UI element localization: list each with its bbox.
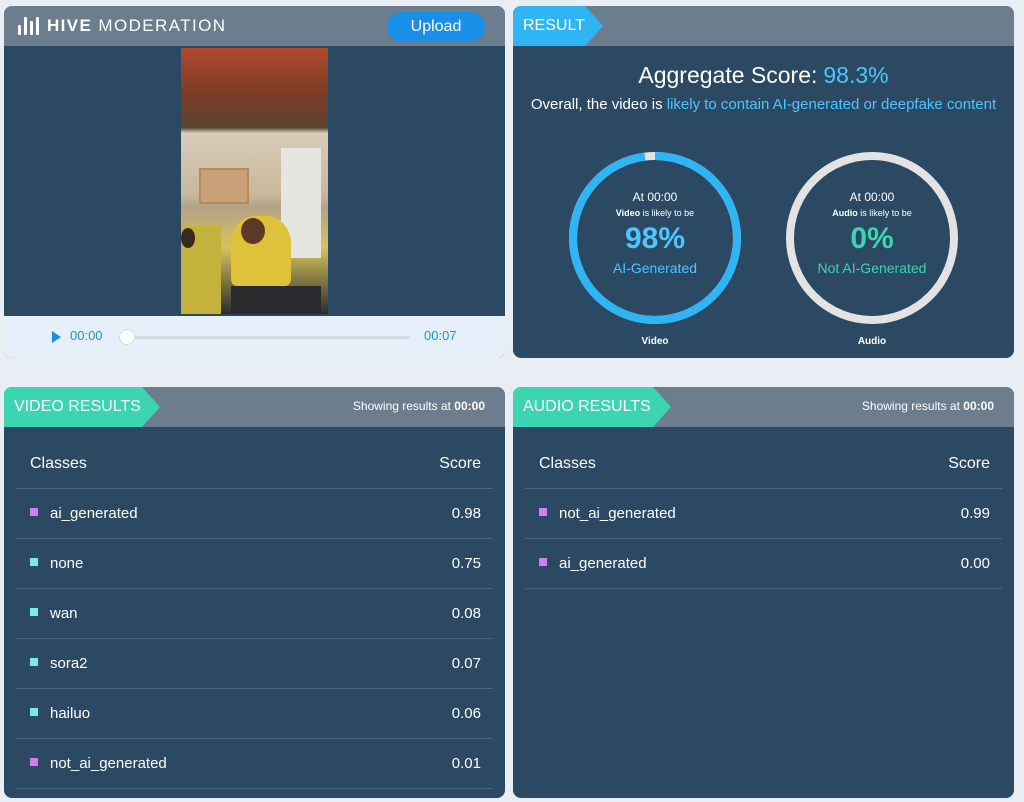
class-score: 0.75 bbox=[451, 555, 481, 572]
table-row: wan 0.08 bbox=[16, 589, 493, 639]
result-header: RESULT bbox=[513, 6, 1014, 46]
result-tag: RESULT bbox=[513, 6, 603, 46]
video-results-table: Classes Score ai_generated 0.98 none 0.75 wa… bbox=[16, 439, 493, 789]
video-gauge-ring bbox=[569, 152, 741, 324]
class-color-swatch bbox=[539, 508, 547, 516]
seek-thumb[interactable] bbox=[119, 329, 135, 345]
class-name: ai_generated bbox=[559, 555, 647, 572]
video-gauge-label: AI-Generated bbox=[612, 260, 698, 276]
audio-results-showing: Showing results at 00:00 bbox=[861, 399, 994, 413]
col-classes: Classes bbox=[30, 455, 87, 472]
class-score: 0.00 bbox=[960, 555, 990, 572]
video-frame bbox=[181, 48, 328, 314]
class-name: none bbox=[50, 555, 84, 572]
audio-results-time: 00:00 bbox=[963, 399, 994, 413]
audio-results-table: Classes Score not_ai_generated 0.99 ai_gen… bbox=[525, 439, 1002, 589]
table-header: Classes Score bbox=[525, 439, 1002, 489]
class-score: 0.01 bbox=[451, 755, 481, 772]
aggregate-score: Aggregate Score: 98.3% bbox=[513, 62, 1014, 89]
audio-gauge-time: At 00:00 bbox=[849, 190, 895, 204]
aggregate-label: Aggregate Score: bbox=[638, 62, 818, 88]
class-color-swatch bbox=[30, 508, 38, 516]
brand-name-bold: HIVE bbox=[47, 16, 93, 35]
col-score: Score bbox=[439, 455, 481, 472]
audio-gauge-percent: 0% bbox=[850, 222, 894, 255]
total-time: 00:07 bbox=[424, 328, 457, 343]
brand-name-rest: MODERATION bbox=[98, 16, 227, 35]
video-results-showing: Showing results at 00:00 bbox=[352, 399, 485, 413]
table-row: sora2 0.07 bbox=[16, 639, 493, 689]
audio-gauge-sub: is likely to be bbox=[860, 208, 912, 218]
class-score: 0.07 bbox=[451, 655, 481, 672]
audio-gauge-subject: Audio bbox=[832, 208, 858, 218]
table-row: not_ai_generated 0.01 bbox=[16, 739, 493, 789]
class-name: hailuo bbox=[50, 705, 91, 722]
class-name: wan bbox=[50, 605, 78, 622]
upload-button[interactable]: Upload bbox=[387, 12, 485, 42]
video-results-header: VIDEO RESULTS Showing results at 00:00 bbox=[4, 387, 505, 427]
video-results-tag: VIDEO RESULTS bbox=[4, 387, 160, 427]
hive-logo: HIVE MODERATION bbox=[18, 16, 226, 36]
video-gauge-percent: 98% bbox=[624, 222, 686, 255]
video-viewport[interactable] bbox=[4, 46, 505, 316]
table-row: not_ai_generated 0.99 bbox=[525, 489, 1002, 539]
seek-track[interactable] bbox=[124, 336, 410, 339]
hive-logo-icon bbox=[18, 17, 39, 35]
class-color-swatch bbox=[30, 558, 38, 566]
class-score: 0.99 bbox=[960, 505, 990, 522]
table-row: ai_generated 0.98 bbox=[16, 489, 493, 539]
current-time: 00:00 bbox=[70, 328, 103, 343]
audio-gauge-caption: Audio bbox=[857, 336, 887, 347]
video-gauge-caption: Video bbox=[641, 336, 669, 347]
audio-results-tag: AUDIO RESULTS bbox=[513, 387, 671, 427]
audio-results-header: AUDIO RESULTS Showing results at 00:00 bbox=[513, 387, 1014, 427]
table-row: ai_generated 0.00 bbox=[525, 539, 1002, 589]
class-score: 0.08 bbox=[451, 605, 481, 622]
audio-gauge: At 00:00 Audio is likely to be 0% Not AI… bbox=[784, 150, 960, 347]
audio-results-panel: AUDIO RESULTS Showing results at 00:00 C… bbox=[513, 387, 1014, 798]
video-results-time: 00:00 bbox=[454, 399, 485, 413]
class-color-swatch bbox=[539, 558, 547, 566]
video-player-panel: HIVE MODERATION Upload 00:00 00:07 bbox=[4, 6, 505, 358]
player-header: HIVE MODERATION Upload bbox=[4, 6, 505, 46]
audio-gauge-label: Not AI-Generated bbox=[817, 260, 927, 276]
play-icon[interactable] bbox=[52, 331, 61, 343]
video-gauge-time: At 00:00 bbox=[632, 190, 678, 204]
video-gauge-subject: Video bbox=[615, 208, 641, 218]
player-controls: 00:00 00:07 bbox=[4, 316, 505, 358]
class-color-swatch bbox=[30, 708, 38, 716]
class-name: not_ai_generated bbox=[50, 755, 167, 772]
table-header: Classes Score bbox=[16, 439, 493, 489]
video-gauge-sub: is likely to be bbox=[642, 208, 695, 218]
aggregate-description: Overall, the video is likely to contain … bbox=[523, 94, 1004, 116]
class-name: ai_generated bbox=[50, 505, 138, 522]
col-score: Score bbox=[948, 455, 990, 472]
video-results-panel: VIDEO RESULTS Showing results at 00:00 C… bbox=[4, 387, 505, 798]
class-name: sora2 bbox=[50, 655, 88, 672]
desc-highlight: likely to contain AI-generated or deepfa… bbox=[666, 96, 997, 113]
col-classes: Classes bbox=[539, 455, 596, 472]
class-color-swatch bbox=[30, 608, 38, 616]
video-gauge: At 00:00 Video is likely to be 98% AI-Ge… bbox=[567, 150, 743, 347]
audio-gauge-ring bbox=[786, 152, 958, 324]
class-color-swatch bbox=[30, 758, 38, 766]
desc-prefix: Overall, the video is bbox=[530, 96, 663, 113]
table-row: none 0.75 bbox=[16, 539, 493, 589]
class-score: 0.98 bbox=[451, 505, 481, 522]
table-row: hailuo 0.06 bbox=[16, 689, 493, 739]
class-score: 0.06 bbox=[451, 705, 481, 722]
class-color-swatch bbox=[30, 658, 38, 666]
class-name: not_ai_generated bbox=[559, 505, 676, 522]
aggregate-value: 98.3% bbox=[823, 62, 889, 88]
result-panel: RESULT Aggregate Score: 98.3% Overall, th… bbox=[513, 6, 1014, 358]
